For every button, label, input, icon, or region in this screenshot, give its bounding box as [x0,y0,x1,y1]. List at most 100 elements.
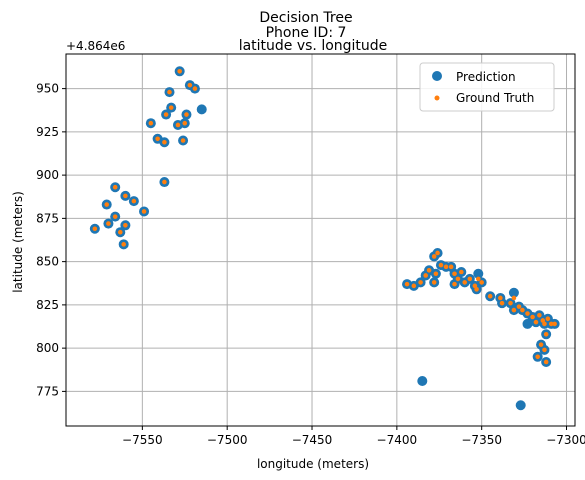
axis-ticks: −7550 −7500 −7450 −7400 −7350 −7300 775 800 825 8… [36,82,585,447]
ground-truth-point [475,276,481,282]
ground-truth-point [182,120,188,126]
prediction-point [473,268,484,279]
ground-truth-point [123,193,128,199]
y-tick-label: 925 [36,125,59,139]
ground-truth-point [180,138,186,143]
ground-truth-point [438,262,444,268]
y-tick-label: 825 [36,298,59,312]
ground-truth-point [511,307,517,313]
ground-truth-point [418,280,423,285]
ground-truth-point [542,321,547,327]
y-tick-label: 775 [36,384,59,398]
ground-truth-point [177,69,182,74]
x-tick-label: −7350 [461,433,502,447]
ground-truth-point [525,311,530,316]
ground-truth-point [162,179,167,185]
y-tick-label: 950 [36,82,59,96]
ground-truth-point [533,319,539,325]
ground-truth-point [543,331,549,337]
ground-truth-point [431,280,437,285]
ground-truth-point [474,287,479,292]
ground-truth-point [192,86,198,91]
ground-truth-point [163,112,169,117]
chart-suptitle-line2: Phone ID: 7 [266,25,347,41]
ground-truth-point [511,295,517,301]
ground-truth-point [92,226,98,232]
ground-truth-point [187,82,193,88]
x-tick-label: −7500 [207,433,248,447]
x-tick-label: −7400 [377,433,418,447]
ground-truth-point [431,254,437,259]
ground-truth-point [106,221,111,226]
ground-truth-point [448,264,454,270]
ground-truth-point [516,304,522,309]
ground-truth-point [542,347,547,353]
ground-truth-point [530,314,535,320]
ground-truth-point [472,283,478,289]
legend-box [419,62,555,112]
ground-truth-point [141,209,147,214]
ground-truth-point [545,316,551,322]
ground-truth-point [498,295,503,301]
prediction-point [515,400,526,411]
legend-marker-prediction [432,71,442,81]
ground-truth-point [148,120,154,126]
ground-truth-point [184,112,189,117]
ground-truth-point [112,214,118,219]
y-axis-offset-label: +4.864e6 [66,39,125,53]
prediction-point [417,376,428,387]
ground-truth-point [117,229,123,235]
legend-marker-ground-truth [434,95,440,101]
ground-truth-point [104,202,110,207]
ground-truth-point [455,276,461,282]
ground-truth-point [537,312,542,318]
ground-truth-point [520,307,525,313]
x-axis-label: longitude (meters) [257,457,369,471]
legend-label-prediction: Prediction [456,70,516,84]
ground-truth-point [487,293,493,299]
prediction-point [508,287,519,298]
ground-truth-point [467,276,473,282]
chart-suptitle: Decision Tree [259,10,352,26]
ground-truth-point [540,318,546,323]
x-tick-label: −7450 [292,433,333,447]
ground-truth-point [435,250,440,256]
y-axis-label: latitude (meters) [11,191,25,293]
ground-truth-point [443,264,449,270]
ground-truth-point [123,222,128,228]
ground-truth-point [175,122,181,128]
ground-truth-point [404,281,410,287]
legend-label-ground-truth: Ground Truth [456,91,534,105]
ground-truth-point [168,105,174,110]
ground-truth-point [479,280,484,285]
ground-truth-point [433,271,439,277]
ground-truth-point [426,267,432,273]
ground-truth-point [167,89,172,95]
grid [66,54,575,426]
ground-truth-point [548,321,554,327]
prediction-point [196,104,207,115]
y-tick-label: 800 [36,341,59,355]
ground-truth-point [155,136,160,142]
ground-truth-point [459,269,464,275]
chart-title: latitude vs. longitude [239,38,388,54]
ground-truth-point [162,139,167,145]
ground-truth-point [535,354,540,360]
ground-truth-point [411,283,417,289]
ground-truth-point [452,281,457,287]
ground-truth-point [552,321,557,327]
x-tick-label: −7300 [546,433,585,447]
ground-truth-point [131,198,137,204]
y-tick-label: 850 [36,255,59,269]
ground-truth-point [462,280,468,285]
y-tick-label: 875 [36,211,59,225]
ground-truth-series [92,69,557,365]
ground-truth-point [452,271,457,277]
ground-truth-point [538,342,544,347]
ground-truth-point [112,184,118,190]
ground-truth-point [508,300,513,306]
ground-truth-point [121,242,126,247]
plot-frame [65,53,576,427]
legend: Prediction Ground Truth [419,62,555,112]
